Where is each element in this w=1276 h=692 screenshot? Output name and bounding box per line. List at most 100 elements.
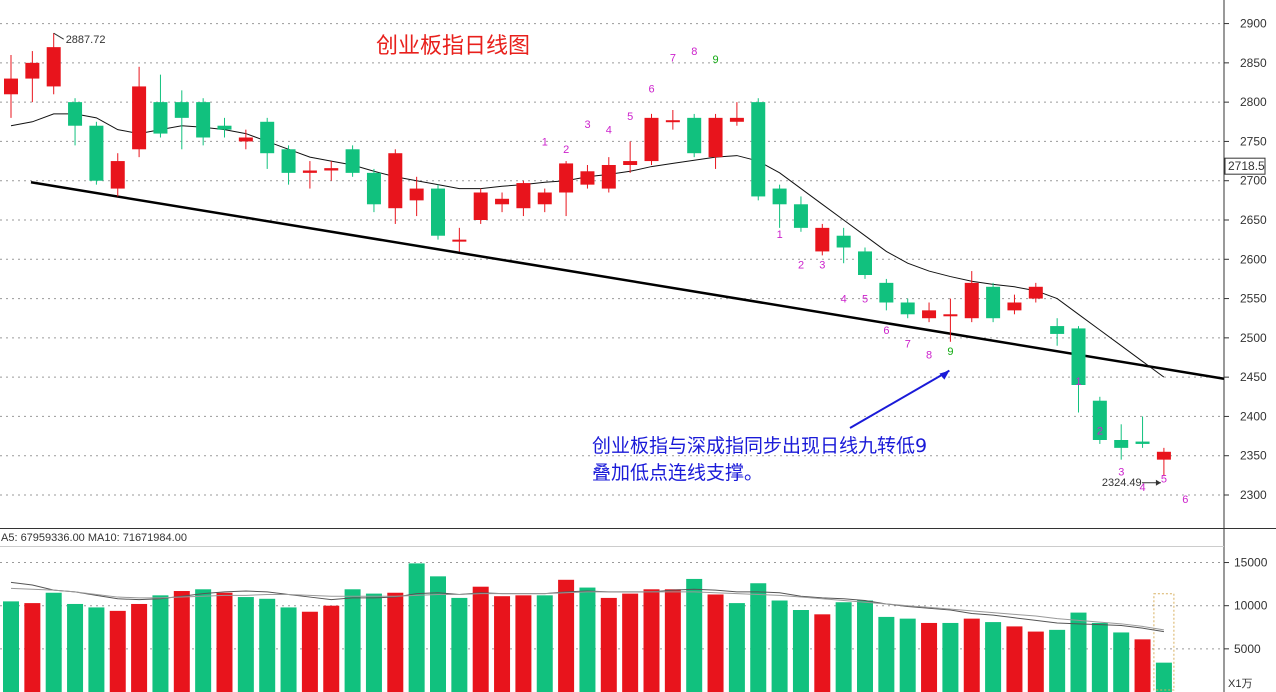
td-count-label: 6: [883, 325, 889, 337]
volume-bar: [1155, 662, 1172, 692]
td-count-label: 7: [670, 52, 676, 64]
td-count-label: 9: [713, 54, 719, 66]
td-count-label: 5: [627, 111, 633, 123]
current-price-label: 2718.5: [1228, 159, 1265, 173]
price-tick-label: 2500: [1240, 331, 1267, 345]
volume-ma-polyline: [10, 587, 1164, 631]
td-count-label: 2: [798, 260, 804, 272]
td-count-label: 1: [1076, 376, 1082, 388]
volume-bar: [750, 583, 767, 692]
candle-body: [409, 188, 424, 201]
current-price-box: [1224, 157, 1266, 175]
price-tick-label: 2600: [1240, 252, 1267, 266]
td-count-label: 6: [649, 84, 655, 96]
price-tick-label: 2700: [1240, 174, 1267, 188]
volume-bar: [643, 589, 660, 692]
volume-bar: [24, 603, 41, 692]
price-tick-label: 2900: [1240, 17, 1267, 31]
td-count-label: 2: [1097, 426, 1103, 438]
td-count-label: 9: [947, 346, 953, 358]
volume-bar: [195, 589, 212, 692]
volume-bar: [216, 592, 233, 692]
annotation-text-line: 创业板指与深成指同步出现日线九转低9: [592, 435, 927, 457]
volume-bar: [1006, 626, 1023, 692]
candle-body: [580, 171, 595, 185]
volume-bar: [323, 605, 340, 692]
volume-bar: [857, 600, 873, 692]
candle-body: [25, 62, 40, 79]
candle-body: [153, 102, 168, 134]
candle-body: [196, 102, 211, 138]
candle-body: [687, 117, 702, 154]
volume-bar: [45, 592, 62, 692]
candle-body: [900, 302, 915, 315]
volume-tick-labels: 5000 10000 15000: [1224, 556, 1268, 656]
td-count-label: 7: [905, 338, 911, 350]
volume-bar: [664, 589, 681, 692]
volume-bar: [963, 618, 980, 692]
td-count-label: 8: [926, 349, 932, 361]
volume-bar: [686, 578, 703, 692]
volume-bar: [1070, 612, 1087, 692]
candle-body: [4, 78, 18, 95]
volume-bar: [387, 592, 404, 692]
candle-body: [46, 47, 61, 87]
candle-body: [708, 117, 723, 158]
price-tick-label: 2750: [1240, 134, 1267, 148]
volume-bar: [494, 596, 511, 692]
volume-bar: [301, 611, 318, 692]
high-marker-arrow: [53, 32, 64, 40]
candle-body: [89, 125, 104, 181]
price-markers: 2887.72 2324.49: [53, 32, 1161, 489]
volume-bar: [515, 595, 532, 692]
candle-body: [836, 235, 851, 248]
candle-body: [302, 170, 317, 173]
volume-bar: [67, 603, 84, 692]
price-tick-label: 2400: [1240, 409, 1267, 423]
candle-body: [281, 149, 296, 173]
volume-bar: [131, 603, 148, 692]
candle-body: [1114, 440, 1129, 448]
candles: [4, 33, 1171, 477]
candle-body: [345, 149, 360, 173]
volume-bar: [430, 576, 446, 692]
candle-body: [1135, 441, 1150, 444]
volume-bar: [942, 622, 959, 692]
volume-tick-label: 15000: [1234, 556, 1268, 570]
volume-bar: [472, 586, 489, 692]
candle-body: [1028, 286, 1043, 299]
candle-body: [922, 310, 937, 319]
td-count-label: 4: [1140, 482, 1146, 494]
candle-body: [793, 204, 808, 228]
price-tick-label: 2850: [1240, 56, 1267, 70]
volume-bar: [985, 622, 1002, 692]
candle-body: [858, 251, 872, 275]
candle-body: [260, 121, 275, 154]
candle-body: [772, 188, 787, 205]
volume-bar: [344, 589, 361, 692]
volume-tick-label: 5000: [1234, 642, 1261, 656]
low-marker-label: 2324.49: [1102, 477, 1142, 489]
volume-bar: [1134, 639, 1151, 692]
candle-body: [964, 282, 979, 319]
volume-bar: [707, 594, 724, 692]
volume-ma-lines: [10, 581, 1164, 633]
volume-bar: [1091, 622, 1108, 692]
candle-body: [943, 314, 958, 317]
candle-body: [1092, 400, 1107, 440]
candle-body: [879, 282, 894, 303]
volume-bar: [408, 563, 425, 692]
volume-bar: [600, 597, 617, 692]
candle-body: [1007, 302, 1022, 311]
volume-bars: [3, 563, 1175, 692]
candle-body: [324, 168, 339, 171]
candle-body: [174, 102, 189, 118]
candle-body: [473, 192, 488, 220]
support-trendline: [30, 181, 1225, 380]
volume-bar: [878, 616, 895, 692]
td-count-label: 6: [1182, 494, 1188, 506]
high-marker-label: 2887.72: [66, 34, 106, 46]
candle-body: [1050, 326, 1065, 334]
td-sequence-labels: 1 2 3 4 5 6 7 8 9 1 2 3 4 5 6 7 8 9 1 2 3 4 5 6: [542, 46, 1189, 506]
